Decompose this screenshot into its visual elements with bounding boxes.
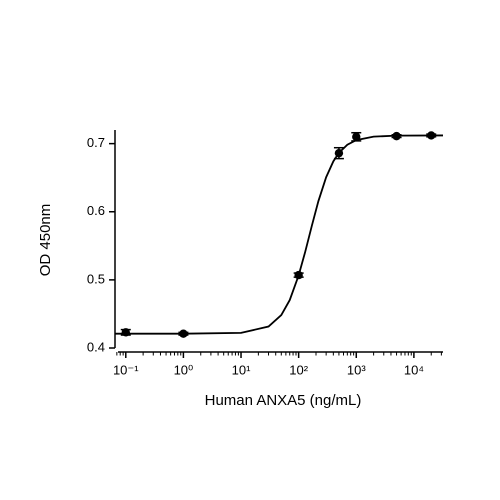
fit-curve [115, 134, 444, 335]
data-point [179, 329, 188, 338]
y-tick-label: 0.7 [87, 135, 105, 150]
data-point [294, 270, 303, 280]
y-axis-title: OD 450nm [37, 204, 54, 277]
x-tick-label: 10¹ [232, 362, 251, 377]
x-tick-label: 10⁴ [404, 362, 424, 377]
x-tick-label: 10⁻¹ [113, 362, 139, 377]
x-axis-title: Human ANXA5 (ng/mL) [205, 392, 362, 409]
x-tick-label: 10² [289, 362, 308, 377]
data-point [334, 148, 344, 158]
x-tick-label: 10⁰ [174, 362, 194, 377]
x-tick-label: 10³ [347, 362, 366, 377]
data-point [392, 131, 401, 141]
data-point [352, 132, 361, 142]
data-point [121, 328, 130, 337]
y-tick-label: 0.6 [87, 203, 105, 218]
y-tick-label: 0.5 [87, 271, 105, 286]
y-tick-label: 0.4 [87, 339, 105, 354]
data-point [427, 131, 436, 140]
